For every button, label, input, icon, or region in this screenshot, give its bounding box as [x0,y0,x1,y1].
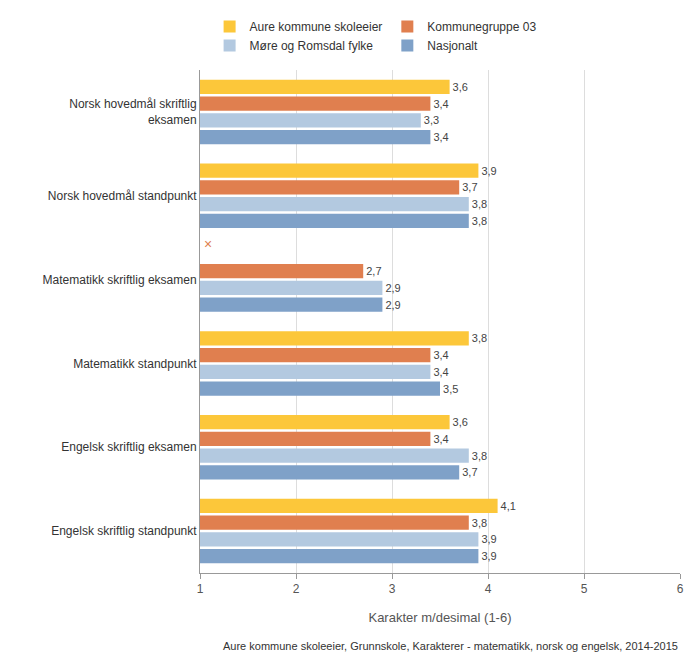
svg-text:5: 5 [581,582,588,596]
svg-text:Møre og Romsdal fylke: Møre og Romsdal fylke [250,39,374,53]
svg-text:Matematikk skriftlig eksamen: Matematikk skriftlig eksamen [43,273,197,287]
svg-text:2,7: 2,7 [366,265,381,277]
svg-text:1: 1 [197,582,204,596]
svg-text:3,8: 3,8 [472,332,487,344]
svg-text:Matematikk standpunkt: Matematikk standpunkt [73,357,197,371]
svg-text:2,9: 2,9 [385,299,400,311]
svg-text:4: 4 [485,582,492,596]
svg-text:4,1: 4,1 [501,500,516,512]
svg-text:2,9: 2,9 [385,282,400,294]
svg-text:3,8: 3,8 [472,215,487,227]
svg-text:3,8: 3,8 [472,450,487,462]
svg-text:Norsk hovedmål standpunkt: Norsk hovedmål standpunkt [48,189,197,203]
svg-text:Engelsk skriftlig standpunkt: Engelsk skriftlig standpunkt [51,524,197,538]
svg-text:Karakter m/desimal (1-6): Karakter m/desimal (1-6) [368,610,511,625]
svg-text:×: × [204,236,212,252]
svg-text:3,7: 3,7 [462,466,477,478]
svg-text:3,6: 3,6 [453,81,468,93]
svg-text:3,8: 3,8 [472,198,487,210]
svg-text:3,9: 3,9 [481,165,496,177]
svg-text:Engelsk skriftlig eksamen: Engelsk skriftlig eksamen [61,440,196,454]
svg-text:3,4: 3,4 [433,349,448,361]
svg-text:3,3: 3,3 [424,114,439,126]
svg-text:3,9: 3,9 [481,550,496,562]
svg-text:2: 2 [293,582,300,596]
svg-text:6: 6 [677,582,684,596]
svg-text:3,4: 3,4 [433,433,448,445]
svg-text:3,8: 3,8 [472,517,487,529]
svg-text:3,4: 3,4 [433,98,448,110]
svg-text:3: 3 [389,582,396,596]
svg-text:3,4: 3,4 [433,366,448,378]
svg-text:3,9: 3,9 [481,533,496,545]
svg-text:Aure kommune skoleeier: Aure kommune skoleeier [250,20,383,34]
svg-text:Norsk hovedmål skriftligeksame: Norsk hovedmål skriftligeksamen [69,97,196,127]
svg-text:3,7: 3,7 [462,181,477,193]
svg-text:3,5: 3,5 [443,383,458,395]
svg-text:3,6: 3,6 [453,416,468,428]
svg-text:Aure kommune skoleeier, Grunns: Aure kommune skoleeier, Grunnskole, Kara… [223,640,678,652]
svg-text:Kommunegruppe 03: Kommunegruppe 03 [427,20,536,34]
svg-text:Nasjonalt: Nasjonalt [427,39,478,53]
svg-text:3,4: 3,4 [433,131,448,143]
